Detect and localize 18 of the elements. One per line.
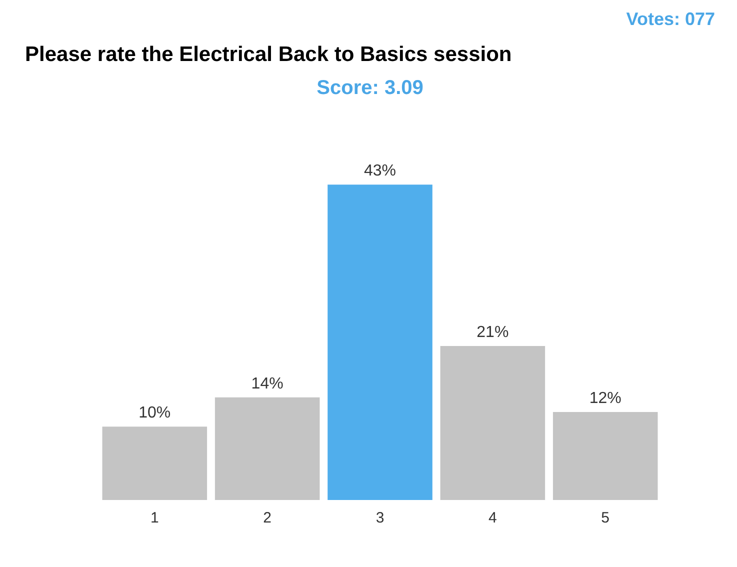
data-label: 43% — [364, 162, 396, 180]
x-tick-label: 1 — [150, 510, 159, 526]
bar — [552, 412, 658, 500]
data-label: 14% — [251, 375, 284, 392]
bar — [102, 426, 208, 500]
x-tick-label: 3 — [376, 510, 384, 526]
chart-title: Please rate the Electrical Back to Basics session — [25, 43, 512, 66]
bar — [214, 397, 320, 500]
data-label: 10% — [138, 404, 171, 422]
bar — [328, 184, 432, 500]
bar — [440, 346, 546, 500]
x-tick-label: 5 — [601, 510, 610, 526]
x-tick-label: 4 — [488, 510, 497, 526]
x-tick-label: 2 — [263, 510, 272, 526]
text: Score: 3.09 — [316, 77, 424, 99]
text: Votes: 077 — [626, 9, 715, 29]
data-label: 21% — [476, 324, 509, 341]
data-label: 12% — [589, 390, 622, 407]
